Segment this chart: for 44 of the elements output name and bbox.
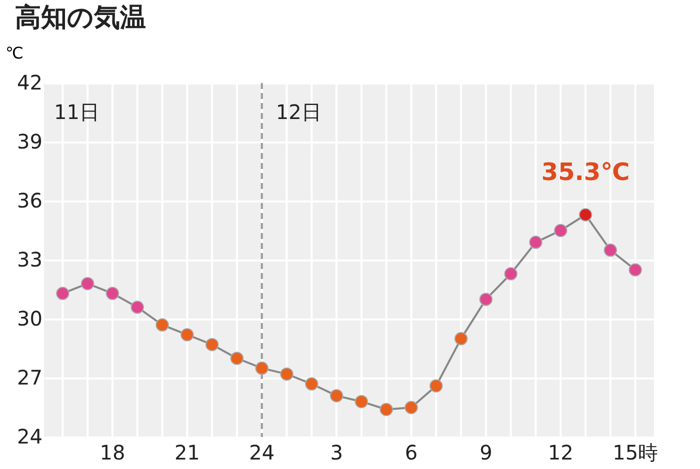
point bbox=[106, 286, 120, 300]
annotation: 11日 bbox=[54, 100, 100, 124]
point bbox=[380, 402, 393, 416]
point bbox=[554, 224, 568, 238]
y-axis-title: ℃ bbox=[6, 44, 24, 62]
x-tick-label: 24 bbox=[249, 440, 275, 464]
point bbox=[479, 292, 493, 306]
point bbox=[156, 318, 169, 332]
point bbox=[628, 263, 642, 276]
point bbox=[604, 244, 618, 257]
chart-title: 高知の気温 bbox=[15, 3, 146, 33]
y-tick-label: 33 bbox=[17, 248, 42, 272]
point bbox=[404, 400, 418, 414]
x-tick-label: 12 bbox=[548, 440, 574, 464]
point bbox=[56, 286, 70, 300]
point bbox=[80, 276, 94, 290]
x-tick-label: 18 bbox=[100, 440, 126, 464]
point bbox=[255, 362, 268, 375]
x-tick-label: 3 bbox=[330, 440, 343, 464]
point bbox=[130, 300, 144, 314]
y-tick-label: 39 bbox=[17, 130, 42, 154]
annotation: 35.3℃ bbox=[541, 158, 630, 186]
x-tick-label: 9 bbox=[480, 440, 492, 464]
point bbox=[578, 208, 592, 222]
x-tick-label: 6 bbox=[404, 440, 418, 464]
point bbox=[280, 367, 294, 381]
point bbox=[180, 328, 194, 342]
y-tick-label: 30 bbox=[17, 306, 42, 330]
point bbox=[330, 389, 344, 402]
y-tick-label: 36 bbox=[17, 188, 42, 212]
point bbox=[504, 267, 518, 280]
point bbox=[230, 352, 244, 365]
y-tick-label: 24 bbox=[17, 424, 42, 448]
point bbox=[205, 338, 219, 352]
point bbox=[354, 394, 368, 408]
y-tick-label: 42 bbox=[17, 70, 42, 94]
x-tick-label: 15時 bbox=[612, 440, 658, 464]
point bbox=[454, 332, 468, 346]
x-tick-label: 21 bbox=[174, 440, 200, 464]
y-tick-label: 27 bbox=[17, 366, 42, 390]
annotation: 12日 bbox=[276, 100, 322, 124]
point bbox=[430, 379, 443, 392]
point bbox=[305, 377, 318, 391]
point bbox=[529, 236, 542, 249]
